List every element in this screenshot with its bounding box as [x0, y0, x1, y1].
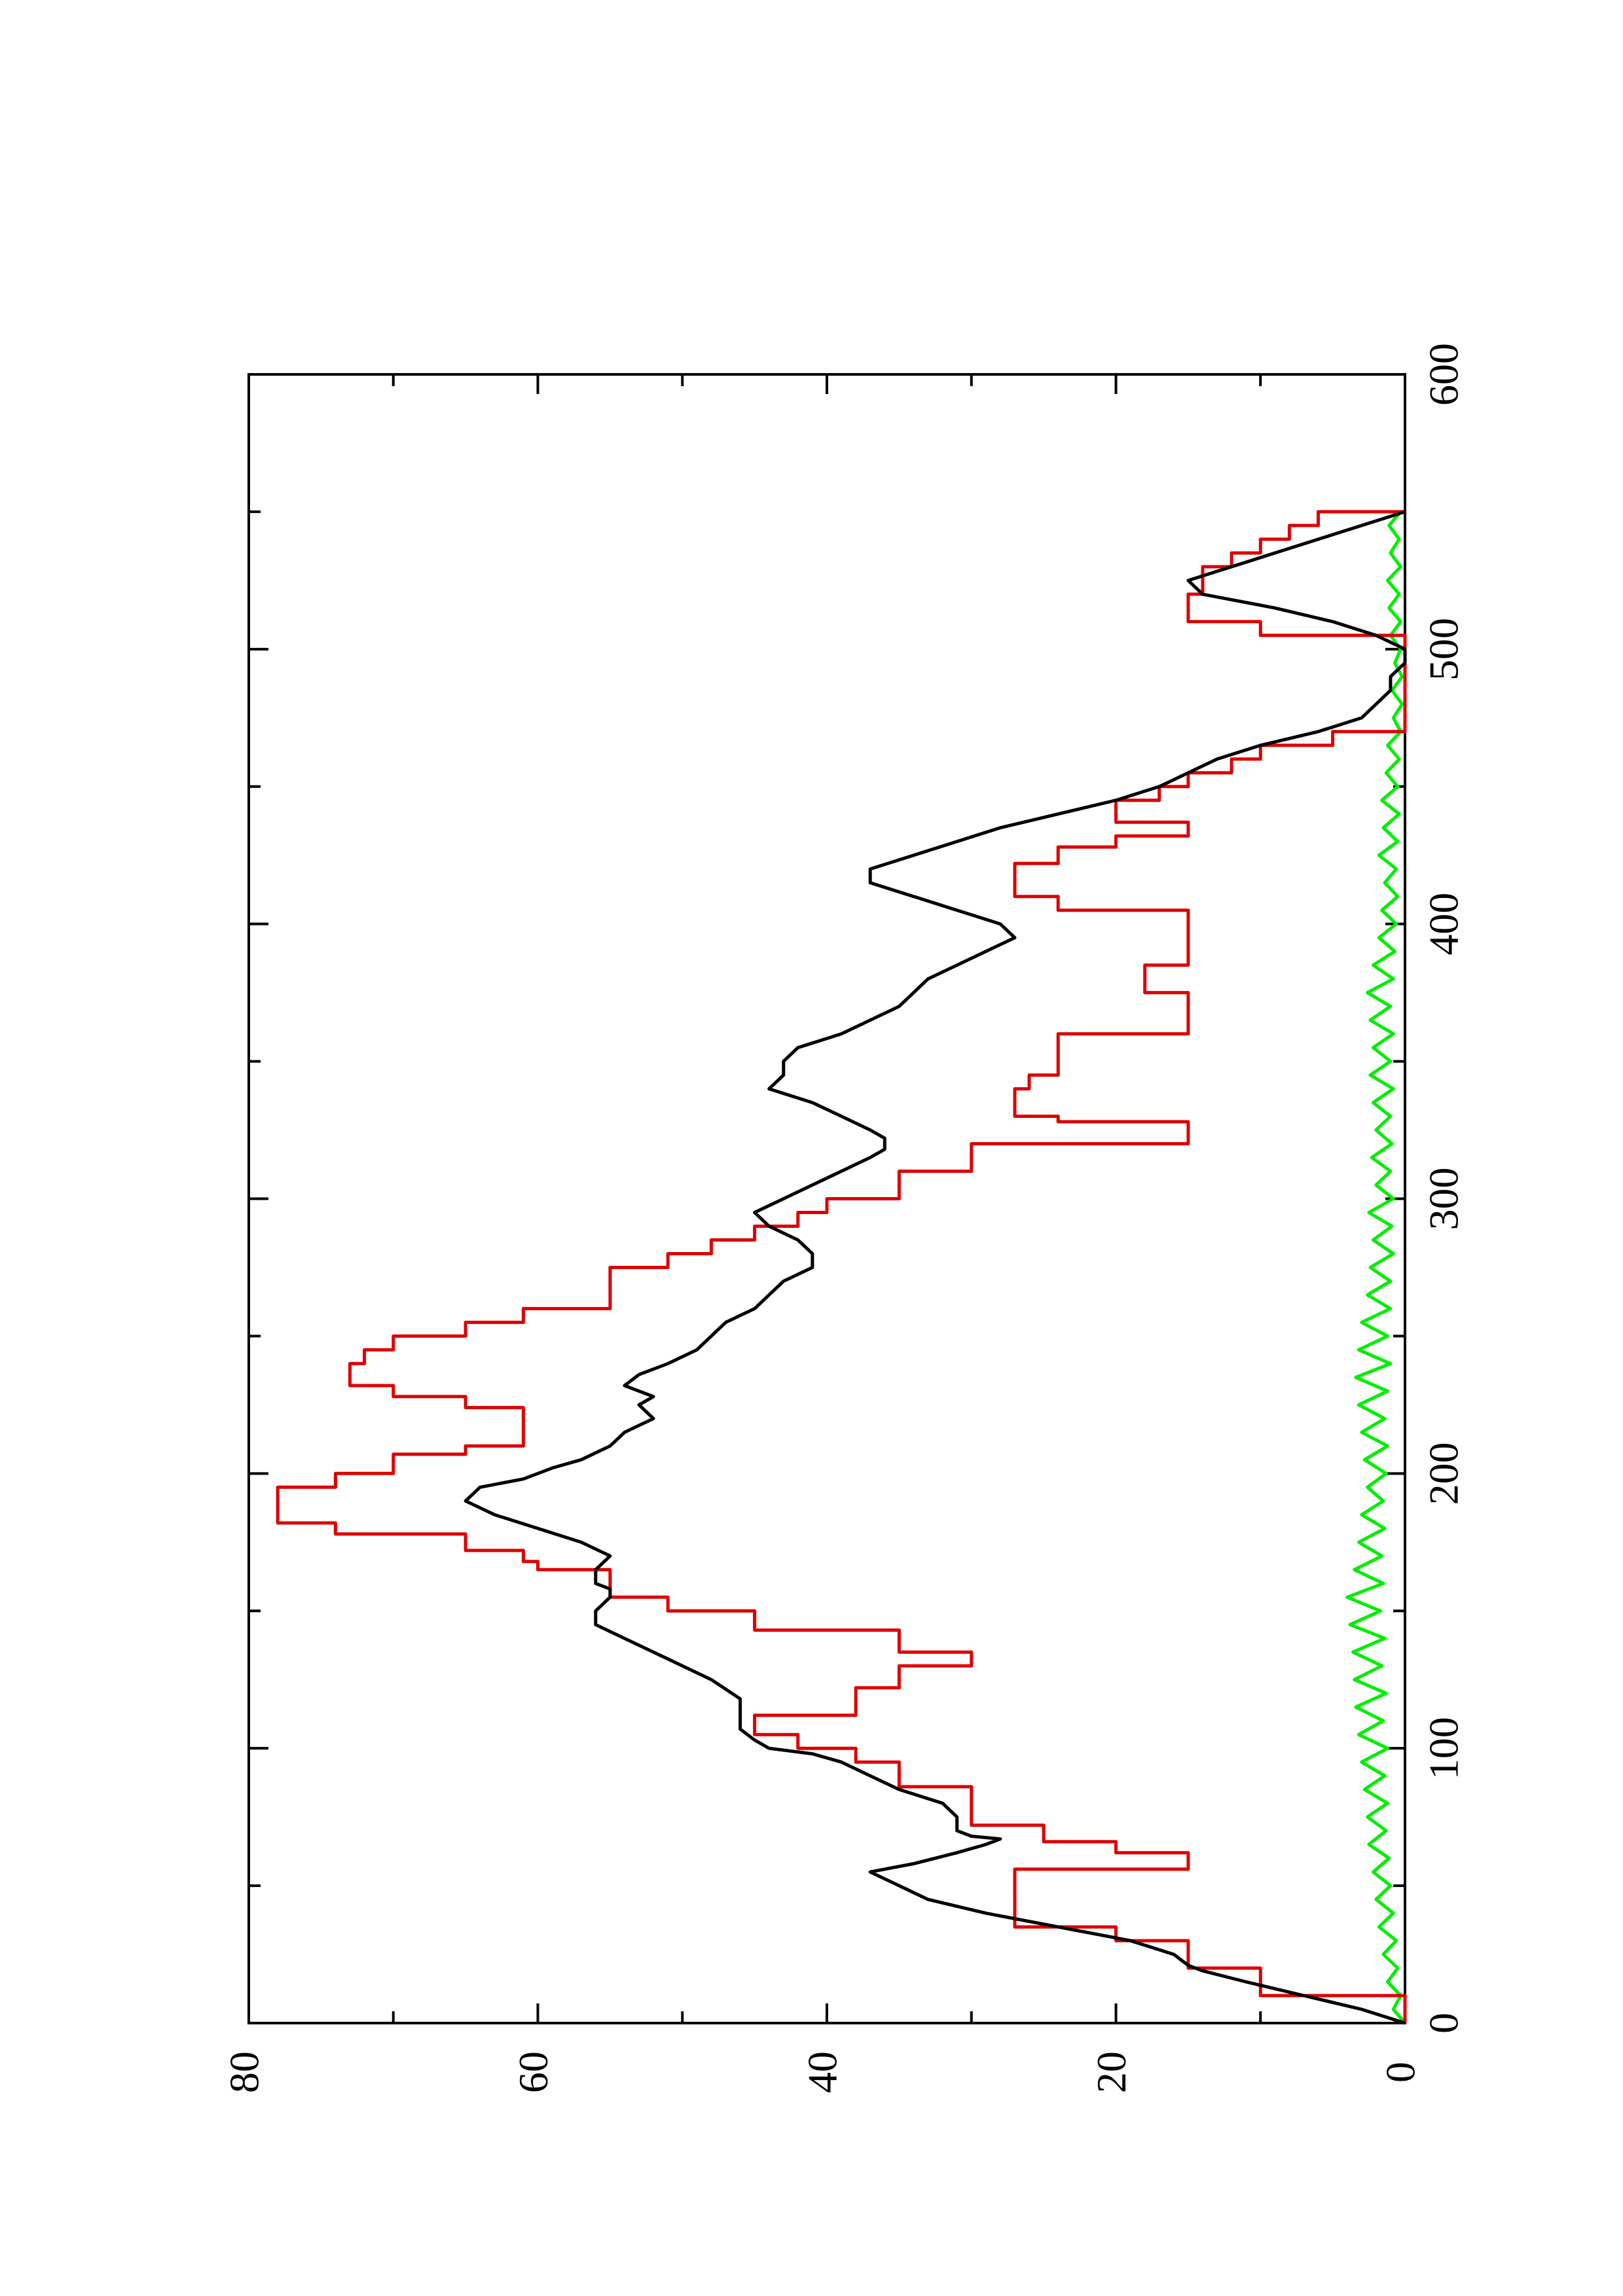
y-tick-label: 40 — [799, 2051, 846, 2093]
x-tick-label: 0 — [1421, 2013, 1467, 2034]
y-tick-label: 0 — [1377, 2062, 1424, 2083]
x-tick-label: 100 — [1421, 1717, 1467, 1780]
x-tick-label: 500 — [1421, 618, 1467, 681]
series-line-2 — [1345, 511, 1406, 2024]
tick-labels: 0 100 200 300 400 500 600 0 20 40 60 80 — [221, 343, 1467, 2093]
series-line-0 — [464, 510, 1407, 2025]
x-tick-label: 200 — [1421, 1442, 1467, 1505]
y-tick-label: 60 — [510, 2051, 556, 2093]
series-line-1 — [276, 510, 1407, 2023]
x-tick-label: 600 — [1421, 343, 1467, 406]
series-layer — [276, 510, 1407, 2025]
axis-ticks — [247, 373, 1406, 2024]
x-tick-label: 300 — [1421, 1168, 1467, 1230]
y-tick-label: 20 — [1088, 2051, 1135, 2093]
y-tick-label: 80 — [221, 2051, 268, 2093]
x-tick-label: 400 — [1421, 893, 1467, 956]
